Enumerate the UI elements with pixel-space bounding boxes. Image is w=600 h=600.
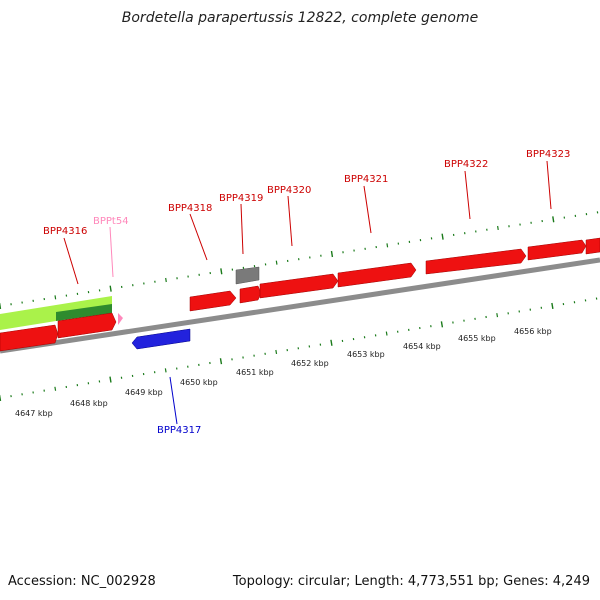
gene-label-group: BPP4316 BPPt54 BPP4318 BPP4319 BPP4320 B… xyxy=(43,149,570,436)
kbp-label: 4648 kbp xyxy=(70,399,108,408)
chromosome-backbone xyxy=(0,257,600,354)
kbp-label: 4649 kbp xyxy=(125,388,163,397)
tick-mark xyxy=(440,321,444,328)
gene-arrow-bpp4318 xyxy=(189,290,237,312)
gene-label-bpp4316: BPP4316 xyxy=(43,226,87,237)
gene-label-bpp4318: BPP4318 xyxy=(168,203,212,214)
gene-label-bpp4319: BPP4319 xyxy=(219,193,263,204)
tick-mark xyxy=(496,313,499,318)
kbp-label: 4655 kbp xyxy=(458,334,496,343)
leader-line-bpp4319 xyxy=(240,203,244,255)
kbp-label: 4654 kbp xyxy=(403,342,441,351)
tick-mark xyxy=(220,268,223,275)
leader-line-bpp4317 xyxy=(169,376,178,425)
tick-mark xyxy=(54,386,57,391)
leader-line-bpp4318 xyxy=(189,213,208,261)
tick-mark xyxy=(385,331,388,336)
gene-arrow-bpp4319 xyxy=(239,285,262,304)
gene-arrow-bpp4320 xyxy=(259,273,339,299)
tick-mark xyxy=(551,302,554,310)
gene-label-bppt54: BPPt54 xyxy=(93,216,129,227)
tick-mark xyxy=(441,233,444,240)
leader-line-bpp4316 xyxy=(63,237,79,285)
tick-mark xyxy=(165,277,167,283)
gene-arrow-bpp4316-left xyxy=(0,324,59,352)
tick-mark xyxy=(330,339,333,346)
tick-mark xyxy=(164,368,167,373)
tick-mark xyxy=(109,376,112,383)
kbp-label: 4647 kbp xyxy=(15,409,53,418)
gene-label-bpp4322: BPP4322 xyxy=(444,159,488,170)
kbp-label-group: 4647 kbp 4648 kbp 4649 kbp 4650 kbp 4651… xyxy=(15,327,552,418)
gene-label-bpp4321: BPP4321 xyxy=(344,174,388,185)
tick-mark xyxy=(275,260,278,265)
genome-info-text: Topology: circular; Length: 4,773,551 bp… xyxy=(232,574,590,589)
tick-mark xyxy=(219,358,223,365)
tick-mark xyxy=(109,285,112,292)
tick-mark xyxy=(330,250,334,258)
gene-label-bpp4320: BPP4320 xyxy=(267,185,311,196)
kbp-label: 4650 kbp xyxy=(180,378,218,387)
leader-line-bpp4320 xyxy=(287,195,293,247)
leader-line-bppt54 xyxy=(109,226,114,278)
gene-arrow-bpp4321 xyxy=(337,262,417,288)
tick-mark xyxy=(497,225,499,231)
trna-marker-bppt54 xyxy=(118,313,123,325)
pseudo-gene-block xyxy=(235,266,260,285)
kbp-label: 4653 kbp xyxy=(347,350,385,359)
gene-label-bpp4323: BPP4323 xyxy=(526,149,570,160)
gene-arrow-bpp4316 xyxy=(57,312,117,339)
tick-track-lower xyxy=(0,297,598,402)
tick-mark xyxy=(275,349,278,355)
accession-text: Accession: NC_002928 xyxy=(8,574,156,589)
tick-track-upper xyxy=(0,211,599,310)
gene-arrow-bpp4317 xyxy=(131,328,191,350)
gene-arrow-bpp4322 xyxy=(425,248,527,275)
tick-mark xyxy=(54,295,57,300)
kbp-label: 4651 kbp xyxy=(236,368,274,377)
tick-mark xyxy=(386,243,389,248)
gene-arrow-next xyxy=(585,237,600,255)
gene-arrow-bpp4323 xyxy=(527,239,587,261)
leader-line-bpp4322 xyxy=(464,170,471,220)
kbp-label: 4656 kbp xyxy=(514,327,552,336)
tick-mark xyxy=(552,216,555,223)
gene-label-bpp4317: BPP4317 xyxy=(157,425,201,436)
kbp-label: 4652 kbp xyxy=(291,359,329,368)
map-title: Bordetella parapertussis 12822, complete… xyxy=(121,10,479,26)
region-feature-dark xyxy=(56,304,112,321)
leader-line-bpp4323 xyxy=(546,160,552,210)
leader-line-bpp4321 xyxy=(363,185,372,234)
